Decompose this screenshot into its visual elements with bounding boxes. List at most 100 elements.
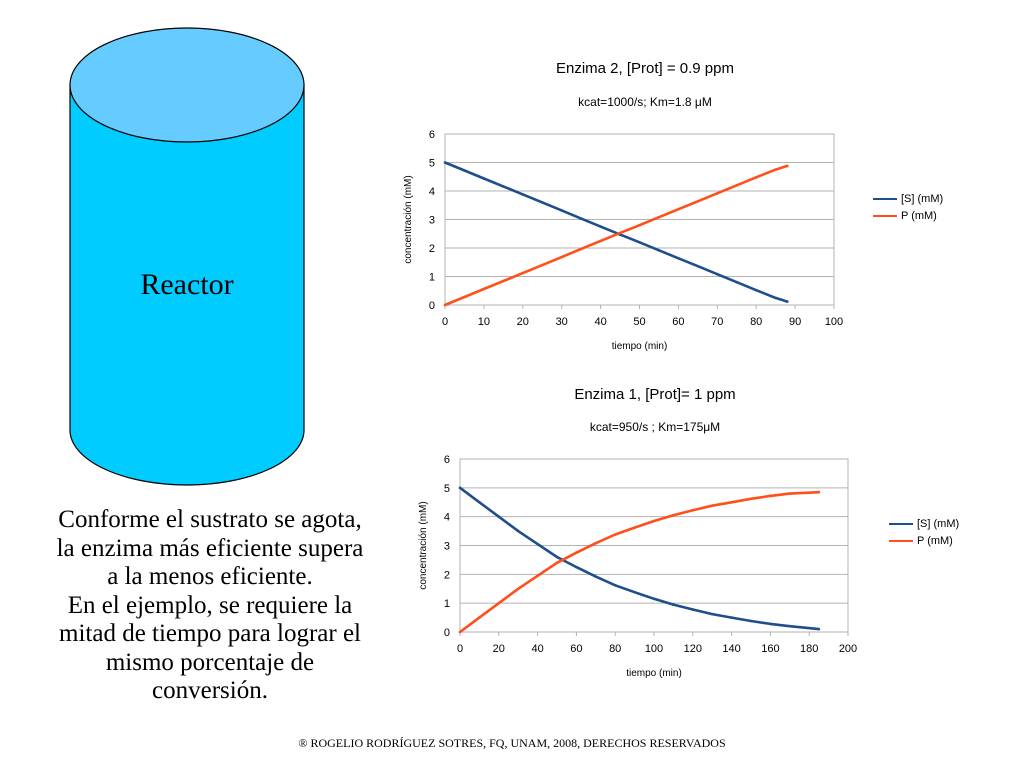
data-point — [672, 603, 675, 606]
x-tick-label: 40 — [531, 643, 543, 655]
data-point — [691, 509, 695, 512]
x-tick-label: 40 — [594, 316, 606, 328]
data-point — [817, 490, 821, 494]
y-tick-label: 0 — [429, 300, 435, 312]
data-point — [735, 184, 739, 187]
data-point — [463, 169, 466, 172]
x-axis-label: tiempo (min) — [626, 668, 682, 679]
data-point — [478, 616, 481, 619]
data-point — [575, 565, 578, 569]
data-point — [749, 619, 753, 623]
conclusion-line: la enzima más eficiente supera — [56, 534, 364, 562]
y-tick-label: 0 — [444, 627, 450, 639]
series-line-s — [459, 486, 820, 631]
data-point — [540, 263, 544, 267]
x-tick-label: 100 — [825, 316, 843, 328]
data-point — [458, 486, 462, 490]
y-tick-label: 3 — [429, 215, 435, 227]
data-point — [560, 255, 563, 259]
data-point — [482, 177, 486, 180]
data-point — [594, 541, 598, 545]
x-tick-label: 160 — [761, 643, 779, 655]
x-tick-label: 120 — [684, 643, 702, 655]
chart-title: Enzima 2, [Prot] = 0.9 ppm — [555, 60, 734, 77]
x-tick-label: 140 — [722, 643, 740, 655]
legend-swatch — [873, 197, 897, 200]
y-tick-label: 4 — [429, 186, 435, 198]
data-point — [516, 529, 520, 533]
data-point — [575, 551, 578, 555]
x-tick-label: 20 — [493, 643, 505, 655]
data-point — [788, 624, 792, 628]
y-tick-label: 1 — [444, 598, 450, 610]
data-point — [497, 601, 501, 605]
y-axis-label: concentración (mM) — [403, 175, 414, 263]
legend-item: [S] (mM) — [889, 515, 959, 532]
data-point — [786, 164, 789, 168]
data-point — [502, 279, 505, 283]
x-tick-label: 180 — [800, 643, 818, 655]
data-point — [458, 630, 462, 634]
y-tick-label: 5 — [429, 158, 435, 170]
data-point — [633, 590, 636, 594]
y-axis-label: concentración (mM) — [418, 501, 429, 589]
x-tick-label: 0 — [457, 643, 463, 655]
legend-item: P (mM) — [873, 207, 943, 224]
data-point — [540, 201, 544, 204]
data-point — [677, 256, 680, 260]
x-tick-label: 20 — [517, 316, 529, 328]
legend-label: [S] (mM) — [917, 517, 960, 530]
data-point — [618, 231, 622, 235]
conclusion-line: En el ejemplo, se requiere la — [67, 591, 353, 619]
data-point — [599, 239, 602, 243]
series-line-p — [459, 490, 819, 634]
data-point — [769, 622, 772, 626]
x-tick-label: 0 — [442, 316, 448, 328]
y-tick-label: 5 — [444, 483, 450, 495]
x-tick-label: 200 — [839, 643, 857, 655]
data-point — [672, 513, 675, 517]
data-point — [516, 587, 520, 591]
chart-subtitle: kcat=1000/s; Km=1.8 μM — [578, 95, 712, 109]
conclusion-line: mismo porcentaje de — [105, 648, 315, 676]
conclusion-line: a la menos eficiente. — [107, 563, 313, 590]
data-point — [730, 616, 733, 619]
y-tick-label: 2 — [444, 569, 450, 581]
data-point — [652, 597, 656, 601]
legend-item: [S] (mM) — [873, 190, 943, 207]
data-point — [521, 193, 525, 196]
data-point — [716, 191, 719, 195]
chart-legend: [S] (mM) P (mM) — [873, 190, 943, 224]
data-point — [478, 500, 481, 504]
data-point — [730, 500, 733, 504]
data-point — [749, 497, 753, 501]
data-point — [696, 264, 700, 268]
legend-swatch — [889, 522, 913, 525]
data-point — [555, 555, 559, 559]
y-tick-label: 6 — [444, 454, 450, 466]
data-point — [594, 575, 598, 578]
chart-title: Enzima 1, [Prot]= 1 ppm — [574, 386, 736, 403]
data-point — [710, 504, 714, 508]
chart-subtitle: kcat=950/s ; Km=175μM — [589, 420, 721, 434]
data-point — [754, 288, 758, 292]
series-line-s — [444, 161, 788, 303]
data-point — [521, 271, 525, 275]
x-tick-label: 30 — [556, 316, 568, 328]
copyright-footer: ® ROGELIO RODRÍGUEZ SOTRES, FQ, UNAM, 20… — [298, 736, 726, 750]
data-point — [536, 574, 539, 578]
legend-item: P (mM) — [889, 532, 959, 549]
conclusion-text: Conforme el sustrato se agota, la enzima… — [30, 506, 390, 706]
chart-legend: [S] (mM) P (mM) — [889, 515, 959, 549]
data-point — [613, 583, 617, 587]
x-axis-label: tiempo (min) — [612, 341, 668, 352]
y-tick-label: 2 — [429, 243, 435, 255]
data-point — [560, 209, 563, 212]
data-point — [691, 608, 695, 611]
data-point — [497, 515, 501, 518]
legend-label: P (mM) — [901, 209, 937, 222]
chart-enzima-2: Enzima 2, [Prot] = 0.9 ppm kcat=1000/s; … — [395, 55, 1015, 355]
chart-enzima-1: Enzima 1, [Prot]= 1 ppm kcat=950/s ; Km=… — [395, 380, 1015, 690]
